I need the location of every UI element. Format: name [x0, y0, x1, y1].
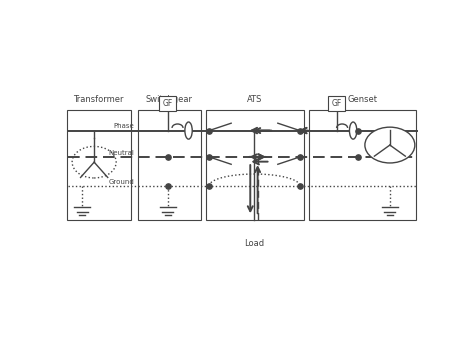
Ellipse shape — [349, 122, 357, 139]
Text: Load: Load — [244, 239, 264, 248]
Text: Neutral: Neutral — [109, 149, 135, 156]
Bar — [159, 96, 176, 111]
Ellipse shape — [185, 122, 192, 139]
Circle shape — [365, 127, 415, 163]
Text: Phase: Phase — [114, 123, 135, 129]
Text: Switchgear: Switchgear — [146, 95, 193, 104]
Text: Genset: Genset — [347, 95, 377, 104]
Bar — [138, 109, 201, 220]
Bar — [66, 109, 131, 220]
Text: Transformer: Transformer — [73, 95, 124, 104]
Bar — [328, 96, 346, 111]
Text: GF: GF — [163, 99, 173, 108]
Text: Ground: Ground — [109, 179, 135, 185]
Bar — [206, 109, 303, 220]
Text: GF: GF — [331, 99, 342, 108]
Bar — [309, 109, 416, 220]
Text: ATS: ATS — [247, 95, 263, 104]
